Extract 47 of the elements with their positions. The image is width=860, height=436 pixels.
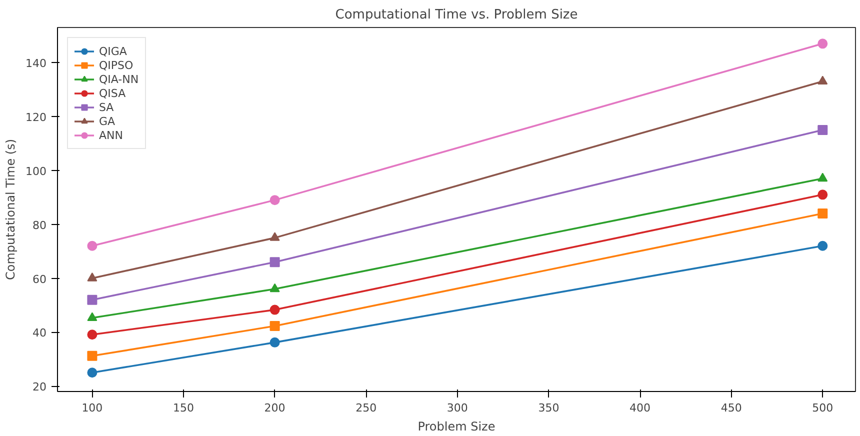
point <box>87 294 98 305</box>
y-tick-label: 120 <box>26 110 47 124</box>
x-tick-label: 350 <box>538 402 560 414</box>
y-tick-label: 20 <box>32 380 47 394</box>
point <box>818 124 828 135</box>
point <box>87 350 98 361</box>
point <box>270 195 280 206</box>
point <box>87 312 98 321</box>
y-tick-label: 100 <box>26 164 47 178</box>
point <box>87 240 98 251</box>
y-tick-label: 80 <box>32 218 47 232</box>
point <box>87 368 98 378</box>
point <box>270 337 280 348</box>
y-tick-label: 40 <box>32 326 47 340</box>
y-tick-label: 60 <box>32 272 47 286</box>
x-tick-label: 200 <box>264 402 286 414</box>
x-tick-label: 300 <box>446 402 468 414</box>
point <box>818 208 828 219</box>
y-axis-title: Computational Time (s) <box>4 139 18 280</box>
point <box>818 76 828 85</box>
legend-label: QIA-NN <box>99 72 139 86</box>
legend-label: SA <box>99 100 115 114</box>
legend-label: ANN <box>99 128 123 142</box>
point <box>270 257 280 268</box>
point <box>270 232 280 241</box>
y-tick-label: 140 <box>26 57 47 70</box>
legend-label: GA <box>99 114 116 128</box>
x-tick-label: 450 <box>720 402 742 414</box>
legend-label: QIGA <box>99 44 127 58</box>
point <box>818 240 828 251</box>
x-tick-label: 250 <box>356 402 377 414</box>
legend-label: QISA <box>99 86 126 100</box>
x-tick-label: 400 <box>630 402 651 414</box>
point <box>87 330 98 340</box>
legend-label: QIPSO <box>99 58 134 72</box>
x-tick-label: 100 <box>82 402 103 414</box>
point <box>818 190 828 200</box>
point <box>270 283 280 292</box>
point <box>270 304 280 315</box>
x-tick-label: 150 <box>173 402 194 414</box>
x-tick-label: 500 <box>812 402 834 414</box>
point <box>270 320 280 331</box>
chart-title: Computational Time vs. Problem Size <box>335 8 578 22</box>
point <box>87 272 98 282</box>
point <box>818 38 828 49</box>
x-axis-title: Problem Size <box>418 420 496 434</box>
point <box>818 172 828 182</box>
